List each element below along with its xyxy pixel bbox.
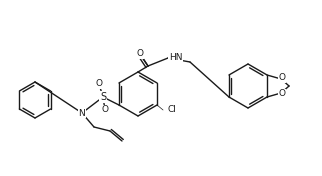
Text: O: O (279, 90, 286, 99)
Text: S: S (100, 92, 106, 102)
Text: N: N (79, 108, 85, 118)
Text: Cl: Cl (167, 105, 176, 115)
Text: O: O (96, 80, 102, 89)
Text: O: O (137, 49, 144, 58)
Text: HN: HN (169, 52, 183, 61)
Text: O: O (101, 105, 109, 115)
Text: O: O (279, 74, 286, 83)
